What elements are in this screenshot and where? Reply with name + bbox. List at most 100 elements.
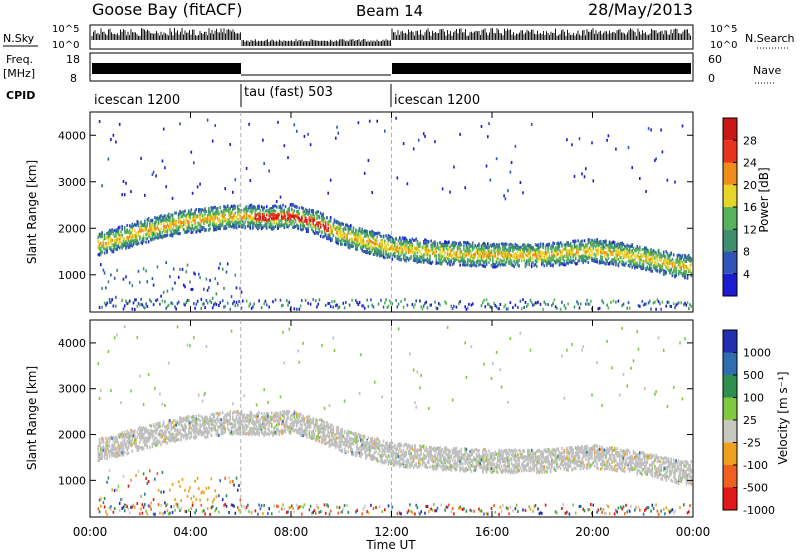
power-point [449, 263, 451, 267]
power-point [411, 247, 414, 251]
power-point [480, 256, 483, 259]
power-point-near [238, 299, 240, 303]
power-point [242, 216, 244, 220]
power-point [444, 251, 446, 255]
power-point [497, 246, 499, 250]
power-point [611, 261, 613, 264]
power-point [474, 251, 476, 255]
power-point-near [193, 302, 195, 306]
power-point [445, 240, 448, 244]
power-point-low [131, 284, 134, 288]
power-point [650, 266, 652, 270]
power-point [401, 248, 404, 252]
power-point [686, 256, 689, 260]
power-point [247, 208, 249, 211]
power-point [317, 210, 319, 214]
power-point-near [637, 304, 640, 308]
power-point [230, 225, 233, 229]
power-point [190, 227, 193, 231]
power-point [210, 218, 213, 221]
power-point-near [522, 298, 524, 302]
power-point [433, 244, 435, 248]
power-point [213, 226, 215, 230]
power-point [484, 259, 487, 263]
power-point-high [459, 132, 461, 136]
power-point [97, 235, 100, 239]
power-point [372, 232, 375, 236]
power-point-near [333, 299, 336, 303]
power-point [677, 269, 680, 273]
power-point-near [576, 300, 578, 304]
power-point [252, 206, 254, 210]
power-point [631, 249, 633, 253]
power-point [382, 235, 385, 239]
velocity-point-near [110, 507, 112, 511]
velocity-point [139, 431, 141, 435]
power-point [387, 236, 390, 239]
power-point [311, 217, 313, 221]
power-point [520, 255, 523, 259]
power-point [336, 230, 338, 234]
power-point [454, 242, 456, 246]
power-point [123, 228, 126, 232]
power-point-near [689, 303, 691, 307]
power-point [410, 243, 412, 247]
power-point [562, 262, 564, 266]
velocity-point-low [132, 503, 135, 507]
power-point-near [666, 300, 669, 304]
power-point [412, 250, 415, 254]
power-point [193, 218, 195, 222]
power-point [484, 265, 487, 269]
power-point [113, 228, 116, 232]
power-point [504, 263, 507, 267]
power-point [475, 249, 478, 253]
power-point [156, 235, 159, 239]
power-point-high [489, 178, 492, 182]
power-point [171, 217, 174, 221]
power-point [463, 259, 465, 263]
power-point [375, 251, 377, 255]
power-point-near [464, 305, 466, 309]
power-point [450, 249, 453, 253]
power-point [164, 228, 166, 231]
power-point-near [206, 301, 209, 305]
power-point-high [234, 178, 237, 182]
power-point [551, 249, 553, 253]
power-point [326, 229, 328, 233]
power-point [268, 210, 270, 213]
power-point [336, 241, 338, 245]
power-point [473, 257, 475, 261]
velocity-point-high [142, 403, 145, 407]
power-point [209, 223, 211, 227]
power-point [141, 237, 144, 241]
power-point [223, 227, 225, 231]
power-point [634, 258, 636, 262]
velocity-point [101, 455, 103, 458]
velocity-point [113, 437, 116, 441]
power-point [563, 259, 566, 263]
power-point [665, 260, 667, 264]
power-point [400, 246, 402, 250]
power-point [373, 251, 376, 255]
power-point [552, 263, 554, 267]
power-point [234, 214, 237, 218]
power-point-high [110, 138, 112, 141]
power-point [455, 241, 458, 245]
power-point [280, 215, 283, 219]
power-point-near [615, 300, 617, 304]
power-point [427, 248, 430, 252]
power-point [534, 250, 537, 254]
velocity-point [127, 439, 130, 443]
power-point [395, 246, 397, 250]
power-point [429, 258, 431, 262]
power-point [103, 233, 106, 237]
power-point [121, 242, 123, 246]
power-point [414, 246, 416, 250]
power-point [455, 250, 458, 254]
power-point [510, 243, 513, 247]
power-point [527, 243, 529, 247]
power-point [352, 232, 355, 236]
power-point [186, 224, 189, 228]
power-point [572, 239, 574, 243]
power-point [433, 251, 435, 255]
